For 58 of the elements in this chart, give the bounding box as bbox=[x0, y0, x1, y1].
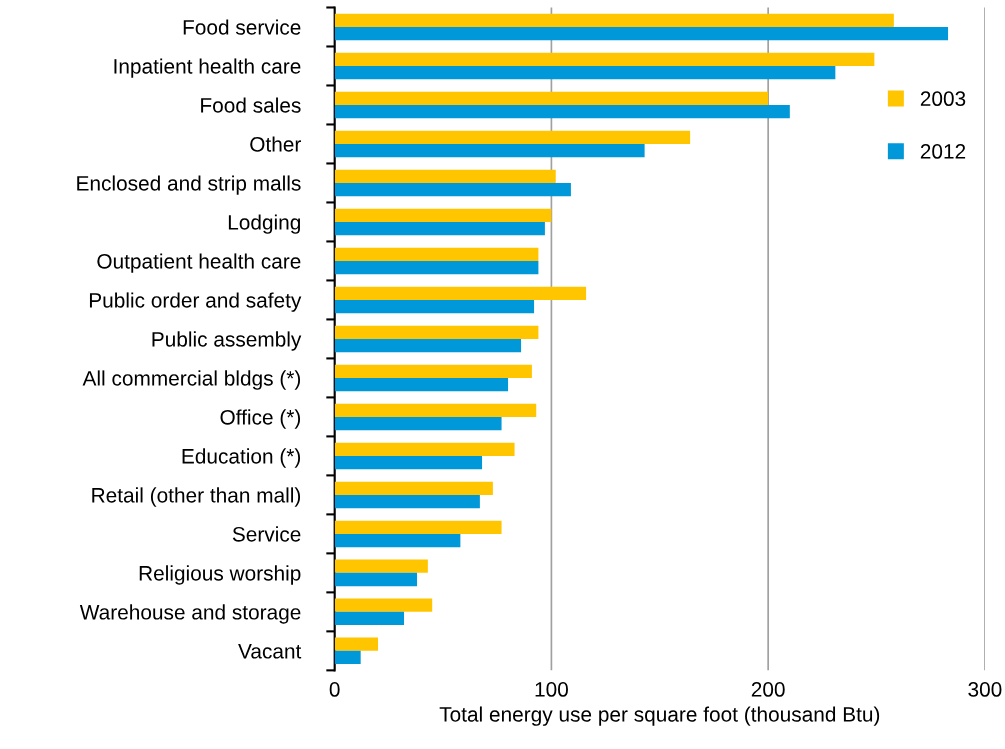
bar bbox=[334, 611, 405, 626]
y-tick-label: Food service bbox=[183, 19, 301, 35]
bar bbox=[334, 377, 509, 392]
y-tick-label: Public assembly bbox=[152, 331, 302, 351]
y-tick-label: Inpatient health care bbox=[114, 58, 301, 78]
x-tick-label: 200 bbox=[751, 682, 785, 697]
y-tick-label: Outpatient health care bbox=[97, 253, 301, 273]
bar bbox=[334, 650, 361, 665]
y-tick-label: Enclosed and strip malls bbox=[77, 175, 301, 195]
x-tick-label: 100 bbox=[535, 682, 568, 697]
y-tick-label: Other bbox=[250, 136, 301, 152]
bar bbox=[334, 143, 645, 158]
y-tick-label: Education (*) bbox=[182, 448, 301, 468]
bar bbox=[334, 637, 379, 651]
bar bbox=[334, 65, 836, 80]
bar bbox=[334, 247, 539, 261]
bar bbox=[334, 208, 552, 222]
y-tick-label: Food sales bbox=[201, 97, 301, 113]
y-tick-label: Service bbox=[232, 526, 301, 542]
bar bbox=[334, 286, 587, 300]
bar bbox=[334, 91, 769, 105]
bar bbox=[334, 520, 502, 534]
bar bbox=[334, 442, 515, 456]
bar bbox=[334, 130, 691, 144]
y-tick-label: Office (*) bbox=[220, 409, 301, 429]
bar bbox=[334, 299, 535, 314]
bar bbox=[334, 416, 502, 431]
bar bbox=[334, 559, 428, 573]
y-tick-label: Lodging bbox=[228, 214, 300, 234]
bar bbox=[334, 52, 875, 66]
y-tick-label: All commercial bldgs (*) bbox=[82, 370, 301, 390]
y-tick-label: Public order and safety bbox=[89, 292, 302, 312]
bar bbox=[334, 325, 539, 339]
bar bbox=[334, 221, 545, 236]
bar bbox=[334, 104, 790, 119]
bar bbox=[334, 169, 556, 183]
bar bbox=[334, 182, 571, 197]
y-tick-label: Warehouse and storage bbox=[79, 604, 301, 624]
legend-label: 2003 bbox=[920, 91, 966, 107]
bar bbox=[334, 26, 949, 41]
bar bbox=[334, 572, 418, 587]
bar bbox=[334, 13, 894, 27]
x-tick-label: 300 bbox=[968, 682, 1002, 697]
bar bbox=[334, 260, 539, 275]
bar bbox=[334, 494, 480, 509]
y-tick-label: Vacant bbox=[238, 644, 302, 659]
bar bbox=[334, 533, 461, 548]
x-tick-label: 0 bbox=[329, 682, 340, 697]
y-tick-label: Religious worship bbox=[139, 565, 301, 585]
bar bbox=[334, 364, 532, 378]
bar bbox=[334, 403, 537, 417]
y-tick-label: Retail (other than mall) bbox=[92, 487, 301, 507]
legend-label: 2012 bbox=[920, 144, 966, 159]
bar bbox=[334, 455, 483, 470]
bar bbox=[334, 338, 522, 353]
x-axis-title: Total energy use per square foot (thousand Btu) bbox=[439, 706, 880, 726]
bar bbox=[334, 481, 493, 495]
bar bbox=[334, 598, 433, 612]
